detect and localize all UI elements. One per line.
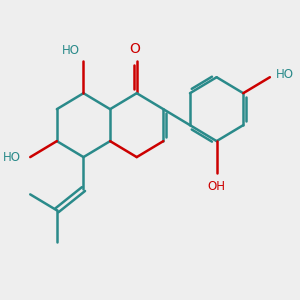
Text: HO: HO (62, 44, 80, 57)
Text: HO: HO (276, 68, 294, 81)
Text: OH: OH (208, 180, 226, 193)
Text: O: O (130, 42, 140, 56)
Text: HO: HO (3, 151, 21, 164)
